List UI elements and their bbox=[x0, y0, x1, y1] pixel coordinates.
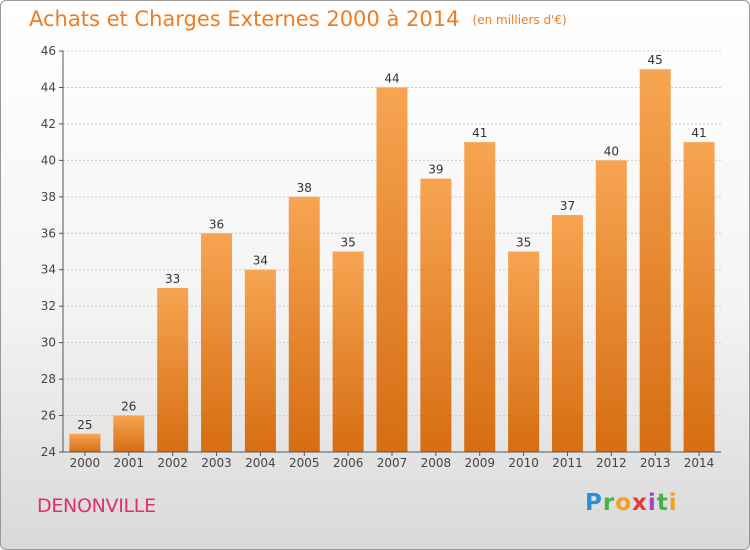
x-tick-label: 2012 bbox=[596, 456, 627, 470]
commune-name: DENONVILLE bbox=[37, 495, 156, 517]
x-tick-label: 2009 bbox=[464, 456, 495, 470]
bar bbox=[683, 142, 715, 453]
bar bbox=[69, 433, 101, 452]
logo-letter: r bbox=[602, 490, 616, 516]
logo-letter: P bbox=[585, 490, 603, 516]
x-tick-label: 2013 bbox=[640, 456, 671, 470]
title-row: Achats et Charges Externes 2000 à 2014 (… bbox=[29, 7, 567, 31]
x-tick-label: 2002 bbox=[157, 456, 188, 470]
logo-letter: o bbox=[615, 490, 633, 516]
y-tick-label: 40 bbox=[41, 153, 56, 167]
data-label: 38 bbox=[297, 181, 312, 195]
y-tick-label: 26 bbox=[41, 409, 56, 423]
bar bbox=[551, 215, 583, 452]
x-tick-label: 2001 bbox=[114, 456, 145, 470]
data-label: 41 bbox=[472, 126, 487, 140]
data-label: 40 bbox=[604, 144, 619, 158]
data-label: 39 bbox=[428, 163, 443, 177]
bar bbox=[508, 251, 540, 452]
x-tick-label: 2007 bbox=[377, 456, 408, 470]
x-tick-label: 2011 bbox=[552, 456, 583, 470]
data-label: 45 bbox=[648, 53, 663, 67]
x-tick-label: 2005 bbox=[289, 456, 320, 470]
y-tick-label: 34 bbox=[41, 263, 56, 277]
x-tick-label: 2006 bbox=[333, 456, 364, 470]
x-tick-label: 2010 bbox=[508, 456, 539, 470]
x-tick-label: 2003 bbox=[201, 456, 232, 470]
data-label: 37 bbox=[560, 199, 575, 213]
logo-letter: t bbox=[656, 490, 669, 516]
data-label: 35 bbox=[340, 236, 355, 250]
bar bbox=[244, 269, 276, 452]
data-label: 44 bbox=[384, 71, 399, 85]
y-tick-labels: 24 26 28 30 32 34 36 38 40 42 44 46 bbox=[41, 44, 56, 459]
y-tick-label: 42 bbox=[41, 117, 56, 131]
x-tick-labels: 2000 2001 2002 2003 2004 2005 2006 2007 2008 2009… bbox=[70, 452, 715, 470]
x-tick-label: 2008 bbox=[421, 456, 452, 470]
y-tick-label: 24 bbox=[41, 445, 56, 459]
bar bbox=[376, 87, 408, 453]
x-tick-label: 2014 bbox=[684, 456, 715, 470]
y-tick-label: 44 bbox=[41, 80, 56, 94]
axes bbox=[62, 51, 721, 453]
y-tick-label: 30 bbox=[41, 336, 56, 350]
logo-letter: x bbox=[632, 490, 648, 516]
y-tick-label: 28 bbox=[41, 372, 56, 386]
bar bbox=[201, 233, 233, 452]
data-label: 41 bbox=[691, 126, 706, 140]
logo-letter: i bbox=[668, 490, 678, 516]
bar bbox=[595, 160, 627, 452]
proxiti-logo[interactable]: Proxiti bbox=[585, 490, 678, 516]
data-label: 35 bbox=[516, 236, 531, 250]
logo-letter: i bbox=[647, 490, 657, 516]
x-tick-label: 2000 bbox=[70, 456, 101, 470]
chart-unit: (en milliers d'€) bbox=[472, 13, 567, 27]
bar bbox=[639, 69, 671, 453]
bar bbox=[332, 251, 364, 452]
data-label: 33 bbox=[165, 272, 180, 286]
x-tick-label: 2004 bbox=[245, 456, 276, 470]
y-tick-label: 38 bbox=[41, 190, 56, 204]
data-label: 36 bbox=[209, 217, 224, 231]
data-label: 26 bbox=[121, 400, 136, 414]
y-tick-label: 36 bbox=[41, 226, 56, 240]
bar bbox=[288, 196, 320, 452]
bar bbox=[113, 415, 145, 452]
bar bbox=[420, 178, 452, 452]
data-labels: 25 26 33 36 34 38 35 44 39 41 35 37 40 45 41 bbox=[77, 53, 706, 432]
bars bbox=[69, 69, 715, 453]
y-tick-label: 32 bbox=[41, 299, 56, 313]
data-label: 25 bbox=[77, 418, 92, 432]
bar bbox=[464, 142, 496, 453]
y-tick-label: 46 bbox=[41, 44, 56, 58]
bar bbox=[157, 287, 189, 452]
chart-title: Achats et Charges Externes 2000 à 2014 bbox=[29, 7, 460, 31]
data-label: 34 bbox=[253, 254, 268, 268]
